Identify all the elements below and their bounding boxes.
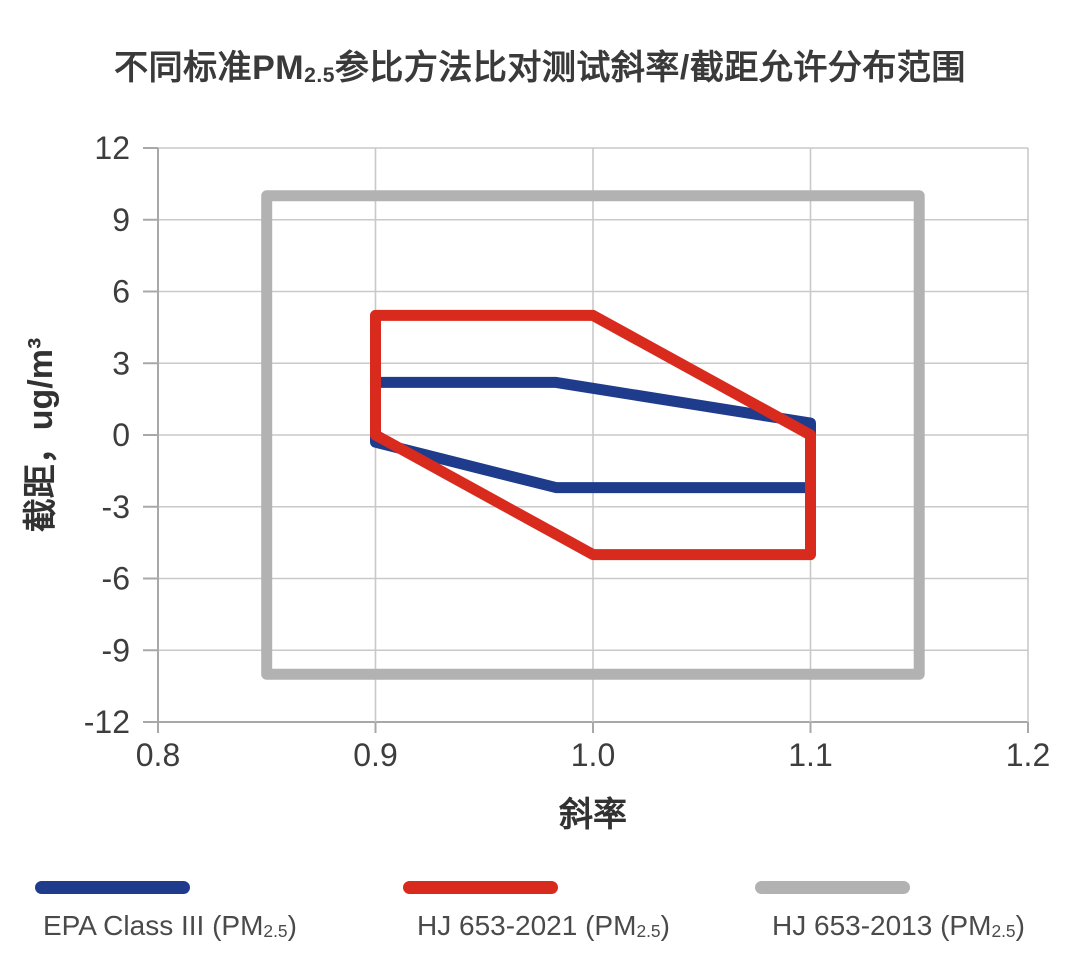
- y-tick-label-3: 3: [112, 345, 130, 381]
- y-tick-label-9: 9: [112, 202, 130, 238]
- y-axis-label: 截距，ug/m³: [22, 338, 60, 533]
- legend-swatch-hj-653-2021: [403, 881, 558, 894]
- y-tick-label--3: -3: [102, 489, 130, 525]
- legend-label-epa-class-iii: EPA Class III (PM2.5): [43, 910, 297, 942]
- x-tick-label-1.2: 1.2: [1006, 737, 1050, 773]
- legend-label-hj-653-2013: HJ 653-2013 (PM2.5): [772, 910, 1025, 942]
- chart-title: 不同标准PM2.5参比方法比对测试斜率/截距允许分布范围: [0, 40, 1080, 89]
- y-tick-label-12: 12: [94, 130, 130, 166]
- legend-item-hj-653-2021: HJ 653-2021 (PM2.5): [403, 881, 670, 942]
- hj-653-2013-region: [261, 190, 925, 680]
- chart-title-text-suffix: 参比方法比对测试斜率/截距允许分布范围: [334, 49, 966, 87]
- x-tick-label-1.0: 1.0: [571, 737, 615, 773]
- y-tick-label-0: 0: [112, 417, 130, 453]
- chart-title-text: 不同标准PM: [114, 49, 305, 87]
- legend-item-hj-653-2013: HJ 653-2013 (PM2.5): [755, 881, 1025, 942]
- x-tick-label-0.9: 0.9: [353, 737, 397, 773]
- legend-item-epa-class-iii: EPA Class III (PM2.5): [35, 881, 297, 942]
- y-tick-label--6: -6: [102, 561, 130, 597]
- chart-title-subscript: 2.5: [304, 63, 335, 87]
- legend-label-hj-653-2021: HJ 653-2021 (PM2.5): [417, 910, 670, 942]
- y-tick-label-6: 6: [112, 274, 130, 310]
- y-tick-label--9: -9: [102, 632, 130, 668]
- x-tick-label-0.8: 0.8: [136, 737, 180, 773]
- hj-653-2021-region: [370, 309, 816, 561]
- legend-swatch-hj-653-2013: [755, 881, 910, 894]
- y-tick-label--12: -12: [84, 704, 130, 740]
- x-tick-label-1.1: 1.1: [788, 737, 832, 773]
- x-axis-label: 斜率: [559, 796, 627, 834]
- slope-intercept-region-chart: 12 9 6 3 0 -3 -6 -9 -120.8 0.9 1.0 1.1 1.2 斜率 截距，ug/m³: [22, 130, 1050, 834]
- legend-swatch-epa-class-iii: [35, 881, 190, 894]
